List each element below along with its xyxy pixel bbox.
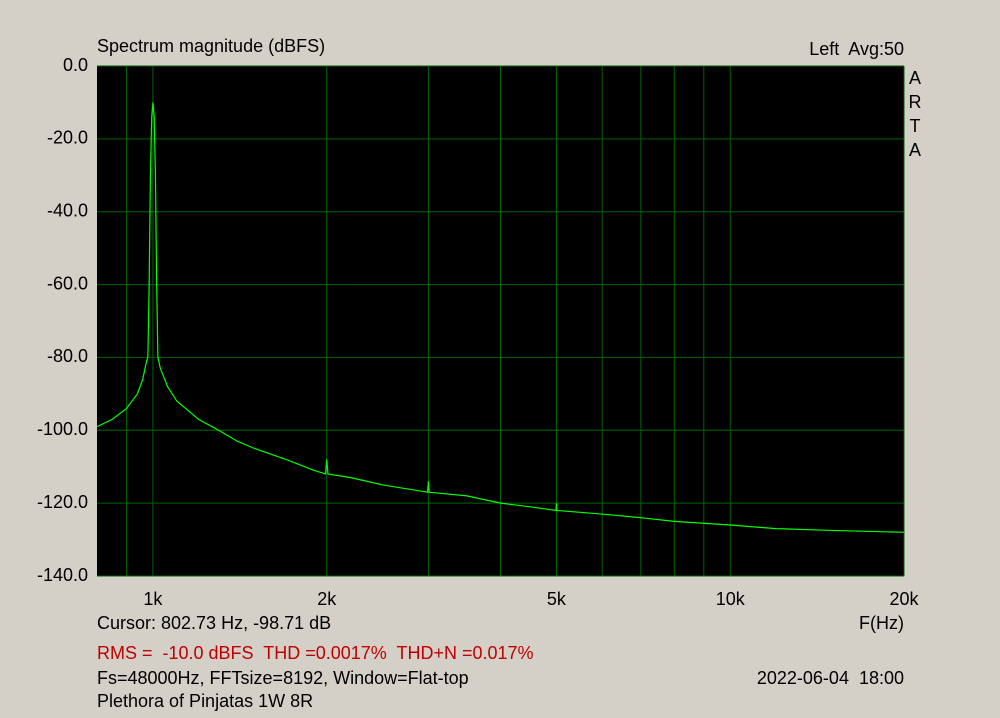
x-axis-label: F(Hz) — [859, 613, 904, 633]
x-tick-label: 1k — [143, 589, 163, 609]
y-tick-label: -40.0 — [47, 200, 88, 220]
spectrum-line — [96, 102, 905, 533]
measurements: RMS = -10.0 dBFS THD =0.0017% THD+N =0.0… — [97, 643, 534, 663]
y-tick-label: -100.0 — [37, 419, 88, 439]
watermark: ARTA — [905, 68, 925, 164]
settings: Fs=48000Hz, FFTsize=8192, Window=Flat-to… — [97, 668, 469, 688]
timestamp: 2022-06-04 18:00 — [757, 668, 904, 688]
x-tick-label: 2k — [317, 589, 337, 609]
cursor-readout: Cursor: 802.73 Hz, -98.71 dB — [97, 613, 331, 633]
y-tick-label: -20.0 — [47, 128, 88, 148]
y-tick-label: -120.0 — [37, 492, 88, 512]
device-name: Plethora of Pinjatas 1W 8R — [97, 691, 313, 711]
y-tick-label: -80.0 — [47, 346, 88, 366]
channel-label: Left Avg:50 — [809, 39, 904, 59]
y-tick-label: -140.0 — [37, 565, 88, 585]
x-tick-label: 10k — [716, 589, 746, 609]
x-tick-label: 5k — [547, 589, 567, 609]
y-tick-label: 0.0 — [63, 55, 88, 75]
x-tick-label: 20k — [889, 589, 919, 609]
chart-title: Spectrum magnitude (dBFS) — [97, 36, 325, 56]
y-tick-label: -60.0 — [47, 273, 88, 293]
